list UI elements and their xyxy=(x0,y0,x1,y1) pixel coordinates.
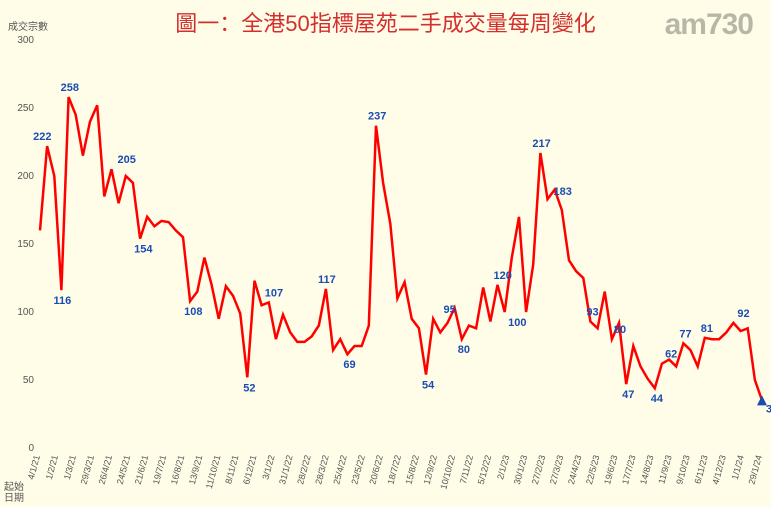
point-label: 100 xyxy=(508,317,526,329)
y-tick-label: 200 xyxy=(17,171,34,182)
x-tick-label: 15/8/22 xyxy=(404,454,421,486)
x-tick-label: 11/10/21 xyxy=(204,454,223,490)
x-tick-label: 19/7/21 xyxy=(151,454,168,486)
x-tick-label: 12/9/22 xyxy=(422,454,439,486)
point-label: 120 xyxy=(494,270,512,282)
point-label: 52 xyxy=(243,382,255,394)
point-label: 205 xyxy=(117,154,135,166)
x-tick-label: 22/5/23 xyxy=(584,454,601,486)
x-tick-label: 29/3/21 xyxy=(79,454,96,486)
x-tick-label: 23/5/22 xyxy=(349,454,366,486)
x-tick-label: 13/9/21 xyxy=(187,454,204,486)
x-tick-label: 2/1/23 xyxy=(495,454,511,481)
point-label: 44 xyxy=(651,393,664,405)
x-tick-label: 28/3/22 xyxy=(313,454,330,486)
x-tick-label: 14/8/23 xyxy=(638,454,655,486)
y-tick-label: 150 xyxy=(17,239,34,250)
x-tick-label: 9/10/23 xyxy=(674,454,691,486)
point-label: 237 xyxy=(368,111,386,123)
point-label: 107 xyxy=(265,287,283,299)
x-tick-label: 11/9/23 xyxy=(656,454,673,485)
x-tick-label: 1/2/21 xyxy=(44,454,60,481)
y-tick-label: 0 xyxy=(28,443,34,454)
point-label: 80 xyxy=(614,324,626,336)
x-tick-label: 6/11/23 xyxy=(693,454,710,485)
point-label: 69 xyxy=(343,359,355,371)
x-tick-label: 8/11/21 xyxy=(223,454,240,485)
point-label: 222 xyxy=(33,131,51,143)
watermark: am730 xyxy=(665,8,753,42)
x-tick-label: 27/2/23 xyxy=(530,454,547,486)
x-tick-label: 26/4/21 xyxy=(97,454,114,486)
point-label: 62 xyxy=(665,349,677,361)
x-tick-label: 31/1/22 xyxy=(277,454,294,486)
x-tick-label: 7/11/22 xyxy=(458,454,475,485)
x-tick-label: 1/3/21 xyxy=(62,454,78,481)
x-tick-label: 6/12/21 xyxy=(241,454,258,486)
x-tick-label: 20/6/22 xyxy=(367,454,384,486)
x-tick-label: 10/10/22 xyxy=(438,454,457,490)
x-tick-label: 4/12/23 xyxy=(710,454,727,486)
y-tick-label: 100 xyxy=(17,307,34,318)
point-label: 92 xyxy=(737,308,749,320)
x-tick-label: 30/1/23 xyxy=(512,454,529,486)
point-label: 47 xyxy=(622,389,634,401)
chart-svg: 0501001502002503004/1/211/2/211/3/2129/3… xyxy=(0,0,771,507)
x-tick-label: 24/5/21 xyxy=(115,454,132,486)
point-label: 95 xyxy=(443,304,455,316)
x-tick-label: 3/1/22 xyxy=(260,454,276,481)
point-label: 183 xyxy=(554,186,572,198)
point-label: 80 xyxy=(458,344,470,356)
y-tick-label: 50 xyxy=(23,375,35,386)
x-tick-label: 1/1/24 xyxy=(730,454,746,481)
x-tick-label: 25/4/22 xyxy=(331,454,348,486)
point-label: 54 xyxy=(422,380,435,392)
point-label: 93 xyxy=(586,307,598,319)
x-tick-label: 17/7/23 xyxy=(620,454,637,486)
point-label: 77 xyxy=(679,328,691,340)
x-tick-label: 16/8/21 xyxy=(169,454,186,486)
point-label: 217 xyxy=(532,138,550,150)
point-label: 81 xyxy=(701,323,713,335)
x-tick-label: 5/12/22 xyxy=(476,454,493,486)
point-label: 258 xyxy=(61,82,79,94)
x-tick-label: 27/3/23 xyxy=(548,454,565,486)
point-label: 116 xyxy=(53,295,71,307)
x-tick-label: 28/2/22 xyxy=(295,454,312,486)
x-tick-label: 29/1/24 xyxy=(746,454,763,486)
point-label: 117 xyxy=(318,274,336,286)
last-point-marker xyxy=(757,395,767,405)
point-label: 154 xyxy=(134,244,153,256)
x-tick-label: 18/7/22 xyxy=(385,454,402,486)
x-tick-label: 19/6/23 xyxy=(602,454,619,486)
y-tick-label: 250 xyxy=(17,103,34,114)
x-tick-label: 24/4/23 xyxy=(566,454,583,486)
point-label: 108 xyxy=(184,306,202,318)
x-tick-label: 4/1/21 xyxy=(26,454,42,481)
x-tick-label: 21/6/21 xyxy=(133,454,150,486)
chart-title: 圖一：全港50指標屋苑二手成交量每周變化 xyxy=(0,6,771,38)
